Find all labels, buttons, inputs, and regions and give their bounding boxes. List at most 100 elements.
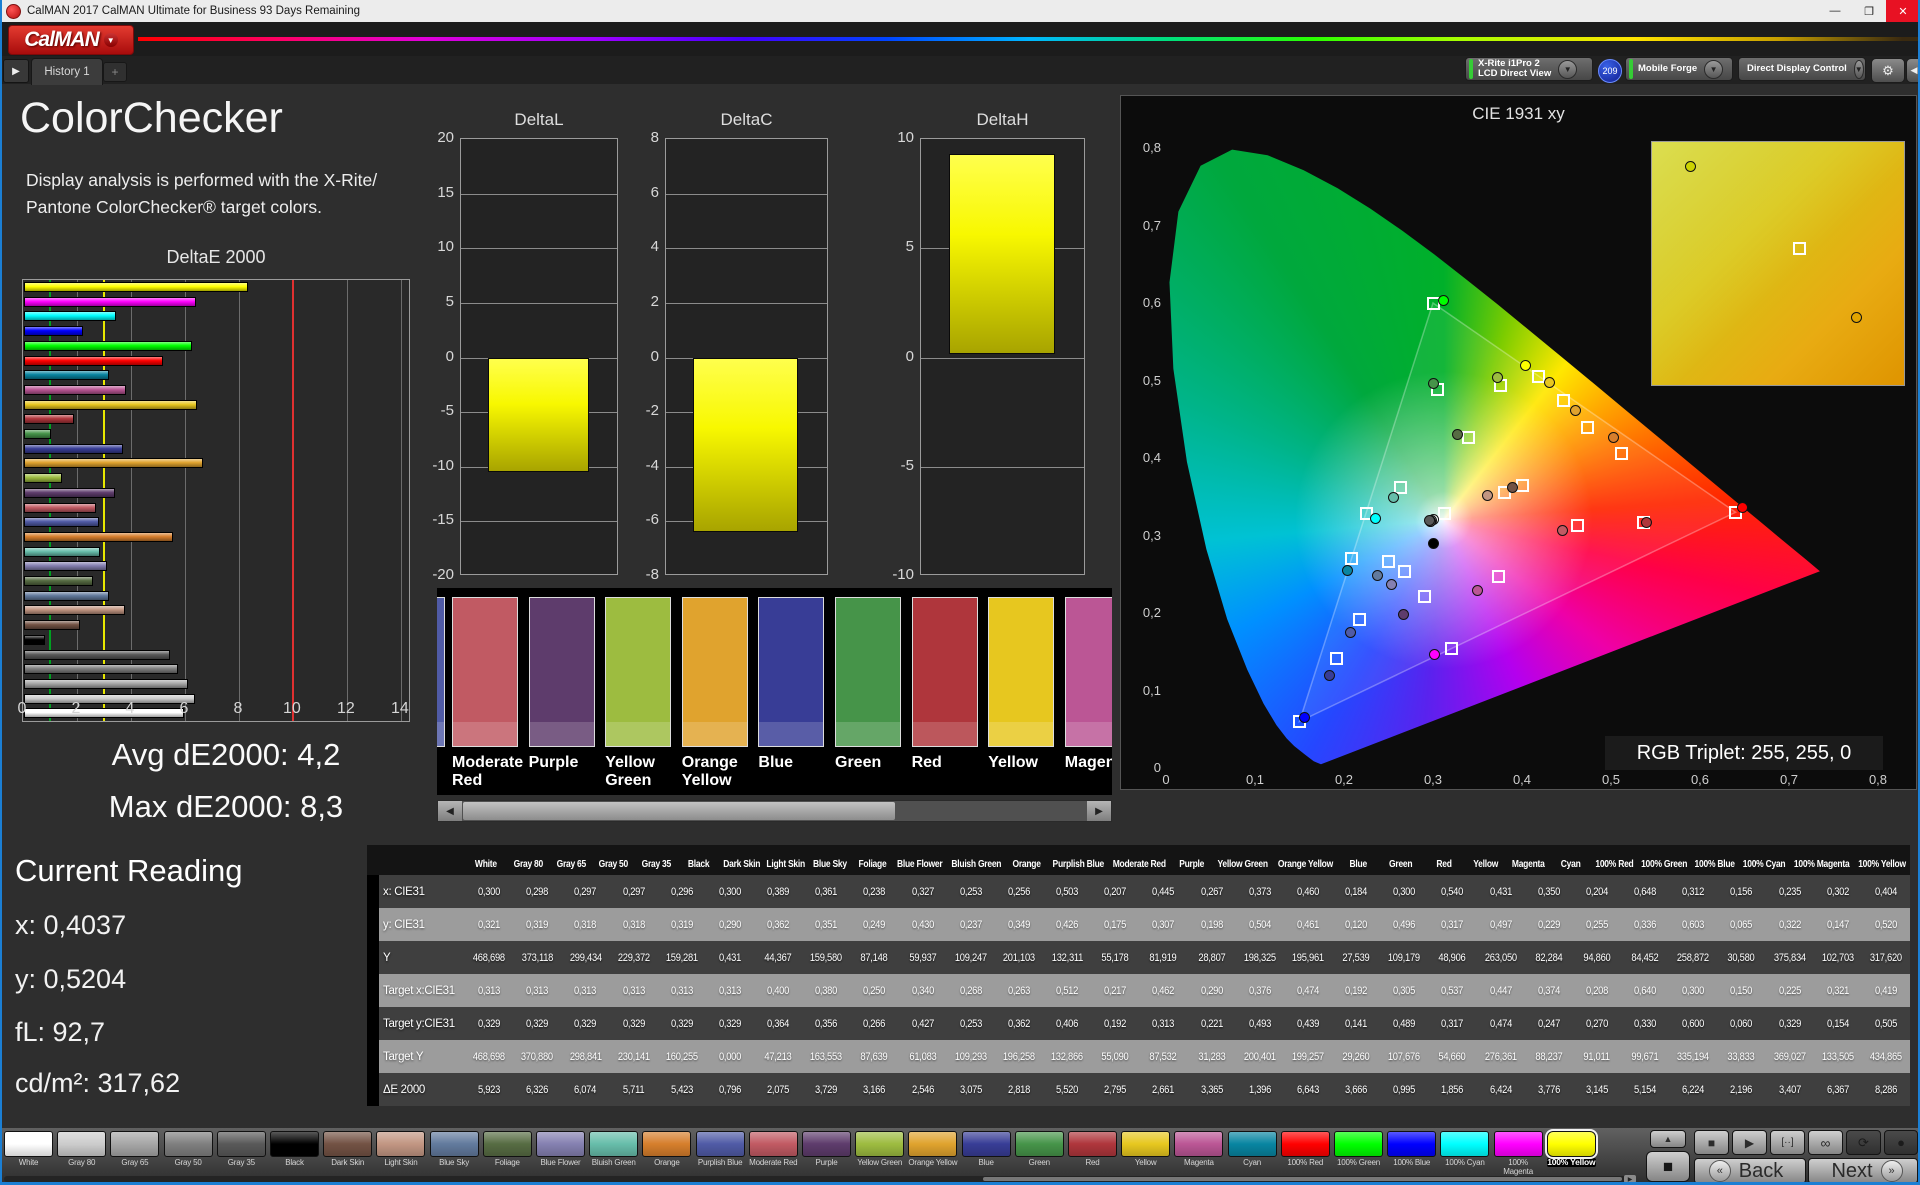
tab-add-button[interactable]: + (103, 62, 127, 82)
table-cell: 132,311 (1043, 941, 1092, 974)
table-cell: 198,325 (1235, 941, 1284, 974)
table-cell: 1,396 (1235, 1073, 1284, 1106)
table-cell: 0,312 (1669, 875, 1718, 908)
table-cell: 0,268 (946, 974, 995, 1007)
delta-y-tick-label: -2 (645, 402, 659, 420)
big-stop-button[interactable]: ■ (1646, 1151, 1690, 1182)
table-cell: 84,452 (1621, 941, 1670, 974)
deltae-bar-chart (22, 279, 410, 722)
patch-button[interactable]: White (4, 1131, 53, 1167)
patch-swatch-label: Green (835, 754, 882, 771)
patch-button[interactable]: Blue Flower (536, 1131, 585, 1167)
patch-button[interactable]: Moderate Red (748, 1131, 798, 1167)
table-cell: 434,865 (1861, 1040, 1910, 1073)
patch-button-label: White (18, 1158, 39, 1167)
patch-button[interactable]: Purplish Blue (695, 1131, 745, 1167)
table-cell: 0,317 (1428, 908, 1477, 941)
patch-button[interactable]: 100% Cyan (1440, 1131, 1490, 1167)
cie-y-tick-label: 0,4 (1142, 450, 1161, 465)
patch-button[interactable]: 100% Blue (1387, 1131, 1437, 1167)
refresh-button[interactable]: ⟳ (1846, 1130, 1881, 1155)
chevron-left-icon: « (1708, 1160, 1731, 1182)
deltae-bar (24, 517, 100, 528)
patch-button[interactable]: Gray 65 (110, 1131, 160, 1167)
scrollbar-right-button[interactable]: ▶ (1087, 801, 1111, 821)
tab-history-1[interactable]: History 1 (31, 58, 103, 85)
mini-scrollbar-arrow[interactable]: ▶ (1624, 1175, 1636, 1183)
mini-scrollbar-thumb[interactable] (983, 1177, 1622, 1181)
cie-x-tick-label: 0 (1162, 772, 1170, 787)
record-button[interactable]: ● (1884, 1130, 1918, 1155)
table-cell: 0,497 (1476, 908, 1525, 941)
patch-button[interactable]: Blue Sky (429, 1131, 479, 1167)
play-icon: ▶ (1744, 1135, 1755, 1150)
patch-button[interactable]: Yellow (1121, 1131, 1171, 1167)
patch-button[interactable]: 100% Yellow (1544, 1129, 1598, 1167)
table-cell: 0,290 (705, 908, 754, 941)
dropdown-meter[interactable]: X-Rite i1Pro 2 LCD Direct View ▼ (1465, 57, 1593, 81)
next-button[interactable]: Next » (1808, 1158, 1918, 1184)
patch-button[interactable]: 100% Green (1334, 1131, 1383, 1167)
table-cell: 373,118 (513, 941, 562, 974)
patch-button[interactable]: 100% Red (1280, 1131, 1330, 1167)
table-cell: 375,834 (1765, 941, 1814, 974)
patch-button[interactable]: Light Skin (376, 1131, 426, 1167)
patch-button-label: Cyan (1243, 1158, 1262, 1167)
calman-logo-menu[interactable]: CalMAN ▼ (8, 25, 134, 55)
play-button[interactable]: ▶ (1732, 1130, 1767, 1155)
table-cell: 196,258 (994, 1040, 1043, 1073)
table-cell: 0,313 (561, 974, 610, 1007)
table-cell: 0,389 (754, 875, 803, 908)
window-close-button[interactable]: ✕ (1886, 0, 1920, 22)
session-badge[interactable]: 209 (1598, 59, 1622, 83)
patch-button[interactable]: Gray 50 (163, 1131, 213, 1167)
dropdown-source[interactable]: Mobile Forge ▼ (1625, 57, 1733, 81)
patch-button[interactable]: Yellow Green (855, 1131, 905, 1167)
scrollbar-thumb[interactable] (463, 802, 895, 820)
patch-button[interactable]: Bluish Green (589, 1131, 639, 1167)
patch-button[interactable]: Blue (961, 1131, 1011, 1167)
deltae-bar (24, 326, 84, 337)
patch-button[interactable]: 100% Magenta (1493, 1131, 1543, 1176)
record-icon: ● (1897, 1135, 1905, 1150)
delta-gridline (666, 302, 827, 304)
patch-button[interactable]: Green (1014, 1131, 1064, 1167)
swatch-scrollbar[interactable]: ◀ ▶ (437, 800, 1112, 822)
patch-button[interactable]: Red (1068, 1131, 1117, 1167)
loop-button[interactable]: ∞ (1808, 1130, 1843, 1155)
table-cell: 0,313 (1139, 1007, 1188, 1040)
window-minimize-button[interactable]: — (1829, 5, 1841, 17)
table-cell: 0,297 (609, 875, 658, 908)
patch-button[interactable]: Dark Skin (323, 1131, 373, 1167)
strip-up-button[interactable]: ▲ (1650, 1130, 1686, 1148)
patch-button[interactable]: Magenta (1174, 1131, 1224, 1167)
scrollbar-left-button[interactable]: ◀ (438, 801, 462, 821)
srgb-gamut-triangle (1298, 301, 1738, 723)
patch-button[interactable]: Gray 35 (216, 1131, 266, 1167)
settings-button[interactable]: ⚙ (1871, 58, 1905, 83)
back-button[interactable]: « Back (1694, 1158, 1806, 1184)
table-cell: 230,141 (609, 1040, 658, 1073)
patch-button[interactable]: Orange Yellow (908, 1131, 958, 1167)
strip-mini-scrollbar[interactable]: ▶ (4, 1175, 1636, 1183)
patch-button[interactable]: Black (270, 1131, 319, 1167)
collapse-button[interactable]: ◀ (1906, 58, 1920, 83)
patch-swatch (911, 597, 978, 747)
table-cell: 0,327 (898, 875, 947, 908)
patch-button[interactable]: Orange (642, 1131, 692, 1167)
deltae-bar (24, 620, 80, 631)
patch-button[interactable]: Cyan (1227, 1131, 1277, 1167)
delta-y-tick-label: 4 (650, 238, 659, 256)
deltae-bar (24, 693, 195, 704)
step-button[interactable]: [··] (1770, 1130, 1805, 1155)
dropdown-display-control[interactable]: Direct Display Control ▼ (1738, 57, 1866, 81)
stop-button[interactable]: ■ (1694, 1130, 1729, 1155)
row-notch (367, 1007, 379, 1040)
patch-button[interactable]: Gray 80 (57, 1131, 107, 1167)
patch-button[interactable]: Purple (802, 1131, 851, 1167)
patch-button[interactable]: Foliage (482, 1131, 532, 1167)
table-cell: 3,666 (1332, 1073, 1381, 1106)
tab-scroll-button[interactable]: ▶ (3, 59, 29, 83)
window-maximize-button[interactable]: ❐ (1864, 5, 1874, 18)
table-cell: 0,504 (1235, 908, 1284, 941)
